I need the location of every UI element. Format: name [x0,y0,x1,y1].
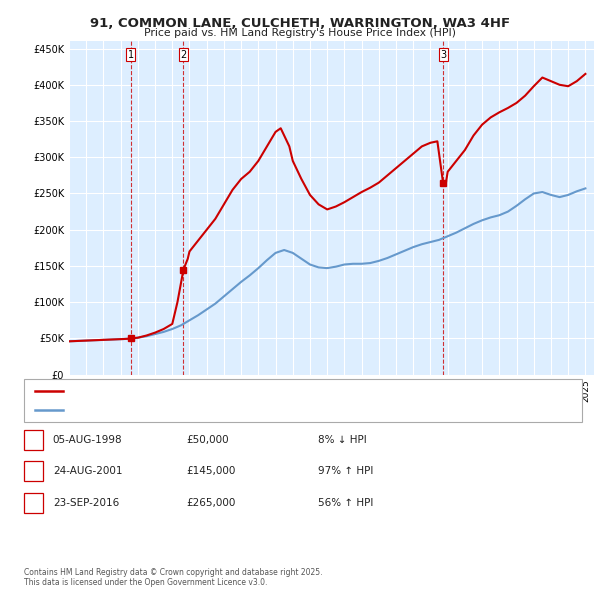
Text: £50,000: £50,000 [186,435,229,444]
Text: 2: 2 [181,50,187,60]
Text: 24-AUG-2001: 24-AUG-2001 [53,467,122,476]
Text: 1: 1 [128,50,134,60]
Text: 91, COMMON LANE, CULCHETH, WARRINGTON, WA3 4HF: 91, COMMON LANE, CULCHETH, WARRINGTON, W… [90,17,510,30]
Text: Contains HM Land Registry data © Crown copyright and database right 2025.
This d: Contains HM Land Registry data © Crown c… [24,568,323,587]
Text: 3: 3 [30,499,37,508]
Text: HPI: Average price, semi-detached house, Warrington: HPI: Average price, semi-detached house,… [69,405,311,414]
Text: £145,000: £145,000 [186,467,235,476]
Text: 23-SEP-2016: 23-SEP-2016 [53,499,119,508]
Text: 2: 2 [30,467,37,476]
Text: 91, COMMON LANE, CULCHETH, WARRINGTON, WA3 4HF (semi-detached house): 91, COMMON LANE, CULCHETH, WARRINGTON, W… [69,387,431,396]
Text: Price paid vs. HM Land Registry's House Price Index (HPI): Price paid vs. HM Land Registry's House … [144,28,456,38]
Text: £265,000: £265,000 [186,499,235,508]
Text: 8% ↓ HPI: 8% ↓ HPI [318,435,367,444]
Text: 05-AUG-1998: 05-AUG-1998 [53,435,122,444]
Text: 3: 3 [440,50,446,60]
Text: 56% ↑ HPI: 56% ↑ HPI [318,499,373,508]
Text: 1: 1 [30,435,37,444]
Text: 97% ↑ HPI: 97% ↑ HPI [318,467,373,476]
